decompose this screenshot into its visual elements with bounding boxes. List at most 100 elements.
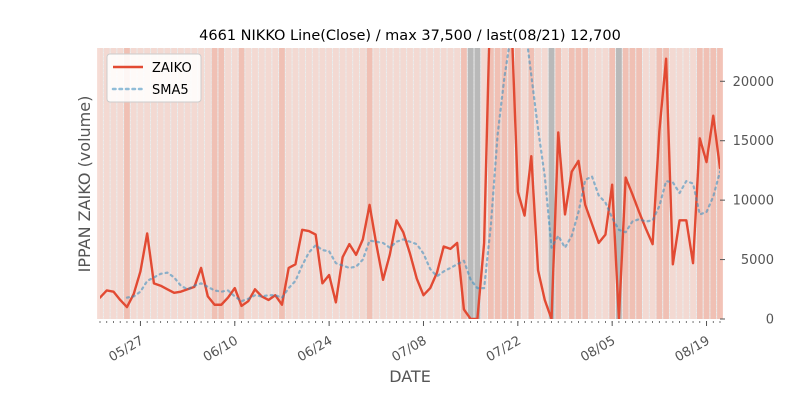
day-band [191,48,198,319]
day-band [434,48,440,319]
day-band [521,48,528,319]
day-band [117,48,124,319]
day-band [184,48,191,319]
day-band [393,48,400,319]
day-band [589,48,595,319]
day-band [218,48,225,319]
y-tick-label: 5000 [741,253,774,268]
day-band [568,48,575,319]
day-band [211,48,218,319]
x-tick-label: 05/27 [106,333,146,365]
day-band [386,48,393,319]
day-band [151,48,157,319]
day-band [629,48,636,319]
day-band [265,48,272,319]
day-band [373,48,380,319]
day-band [380,48,386,319]
day-band [427,48,434,319]
y-tick-label: 15000 [733,134,774,149]
day-band [258,48,265,319]
day-band [548,48,555,319]
day-band [97,48,103,319]
x-tick-label: 06/10 [201,333,241,365]
day-band [164,48,171,319]
day-band [562,48,568,319]
day-band [643,48,649,319]
day-band [501,48,508,319]
day-band [137,48,144,319]
day-band [252,48,258,319]
day-band [696,48,703,319]
day-band [124,48,130,319]
day-band [535,48,541,319]
day-band [144,48,151,319]
day-band [231,48,238,319]
day-band [157,48,164,319]
day-band [683,48,690,319]
y-axis: 0 5000 10000 15000 20000 [720,75,774,328]
day-band [447,48,454,319]
day-band [198,48,204,319]
day-band [461,48,467,319]
day-band [110,48,117,319]
day-band [353,48,359,319]
day-band [528,48,535,319]
day-band [359,48,366,319]
day-band [238,48,245,319]
day-band [292,48,299,319]
day-band [366,48,373,319]
day-band [420,48,427,319]
day-band [312,48,319,319]
day-band [326,48,332,319]
x-tick-label: 07/22 [484,333,524,365]
day-band [636,48,642,319]
day-band [676,48,683,319]
day-band [488,48,494,319]
y-tick-label: 20000 [733,75,774,90]
day-band [481,48,487,319]
x-axis-label: DATE [389,367,431,386]
x-tick-label: 08/05 [578,333,618,365]
day-band [204,48,211,319]
day-band [616,48,622,319]
y-tick-label: 10000 [733,194,774,209]
x-tick-label: 06/24 [295,333,335,365]
day-band [602,48,609,319]
series-line-sma5 [125,48,720,303]
day-band [171,48,177,319]
y-tick-label: 0 [766,313,774,328]
x-tick-label: 07/08 [390,333,430,365]
day-band [656,48,663,319]
y-axis-label: IPPAN ZAIKO (volume) [75,96,94,273]
day-band [575,48,582,319]
day-band [130,48,137,319]
day-band [407,48,413,319]
day-band [474,48,481,319]
day-band [299,48,306,319]
day-band [717,48,723,319]
day-band [279,48,285,319]
legend-label-sma5: SMA5 [152,83,189,98]
day-band [413,48,420,319]
day-band [245,48,252,319]
day-band [454,48,461,319]
day-band [703,48,710,319]
x-axis: 05/27 06/10 06/24 07/08 07/22 08/05 08/19 [99,321,721,365]
day-band [285,48,292,319]
series-line-zaiko [100,48,720,319]
chart-title: 4661 NIKKO Line(Close) / max 37,500 / la… [199,28,621,44]
day-band [541,48,548,319]
day-band [225,48,231,319]
day-band [710,48,717,319]
day-band [595,48,602,319]
x-tick-label: 08/19 [673,333,713,365]
day-band [339,48,346,319]
day-band [306,48,312,319]
day-band [555,48,562,319]
legend-label-zaiko: ZAIKO [152,61,192,76]
day-band [400,48,407,319]
day-band [346,48,353,319]
day-band [178,48,184,319]
